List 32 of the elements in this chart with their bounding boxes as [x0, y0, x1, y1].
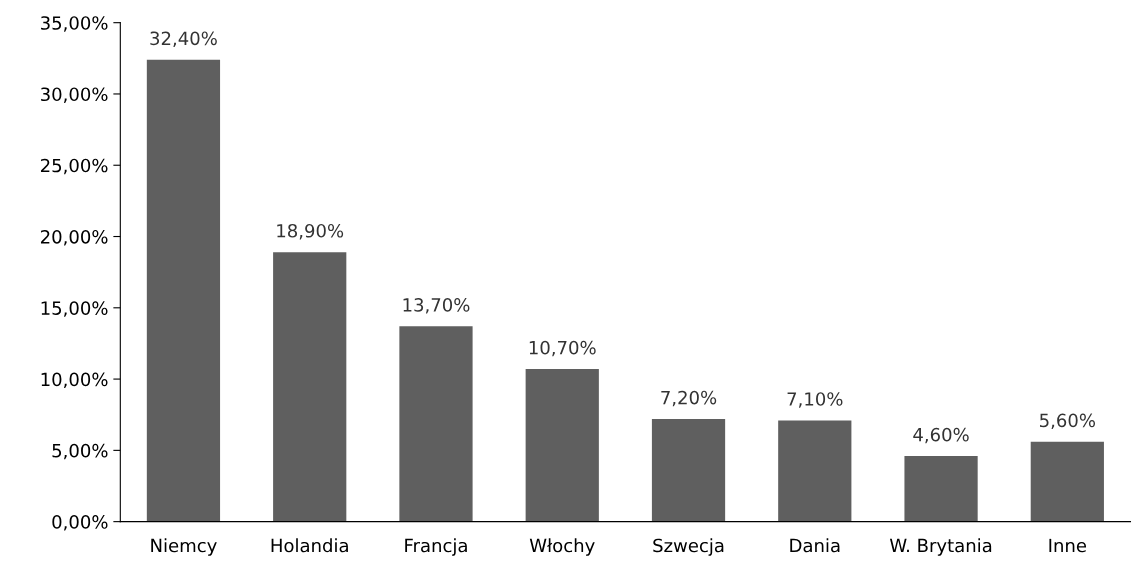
x-tick-label: Szwecja: [653, 538, 724, 556]
y-tick-label: 10,00%: [41, 372, 108, 389]
y-tick-label: 25,00%: [40, 158, 108, 175]
bar: [273, 252, 347, 522]
y-tick-label: 15,00%: [41, 301, 108, 317]
data-label: 18,90%: [277, 223, 344, 240]
data-label: 7,20%: [661, 390, 717, 407]
y-tick-label: 5,00%: [52, 443, 108, 460]
x-tick-label: W. Brytania: [889, 538, 992, 556]
data-label: 5,60%: [1040, 413, 1096, 430]
bar: [146, 59, 221, 522]
x-tick-label: Niemcy: [151, 538, 217, 556]
x-tick-label: Inne: [1049, 538, 1087, 553]
x-tick-label: Holandia: [271, 538, 348, 553]
bar: [778, 420, 852, 522]
x-tick-label: Dania: [790, 538, 840, 553]
y-tick-label: 0,00%: [52, 515, 108, 531]
data-label: 7,10%: [787, 392, 843, 408]
data-label: 10,70%: [529, 340, 596, 357]
bar: [651, 419, 726, 522]
y-tick-label: 20,00%: [40, 229, 108, 246]
bar: [525, 369, 599, 522]
bar: [904, 456, 978, 522]
data-label: 13,70%: [403, 298, 470, 314]
x-tick-label: Francja: [405, 538, 467, 556]
bar: [1030, 441, 1104, 522]
data-label: 4,60%: [913, 427, 969, 444]
bar: [399, 326, 473, 522]
data-label: 32,40%: [150, 31, 217, 47]
x-tick-label: Włochy: [529, 538, 595, 556]
y-tick-label: 35,00%: [41, 16, 108, 32]
y-tick-label: 30,00%: [41, 87, 108, 103]
